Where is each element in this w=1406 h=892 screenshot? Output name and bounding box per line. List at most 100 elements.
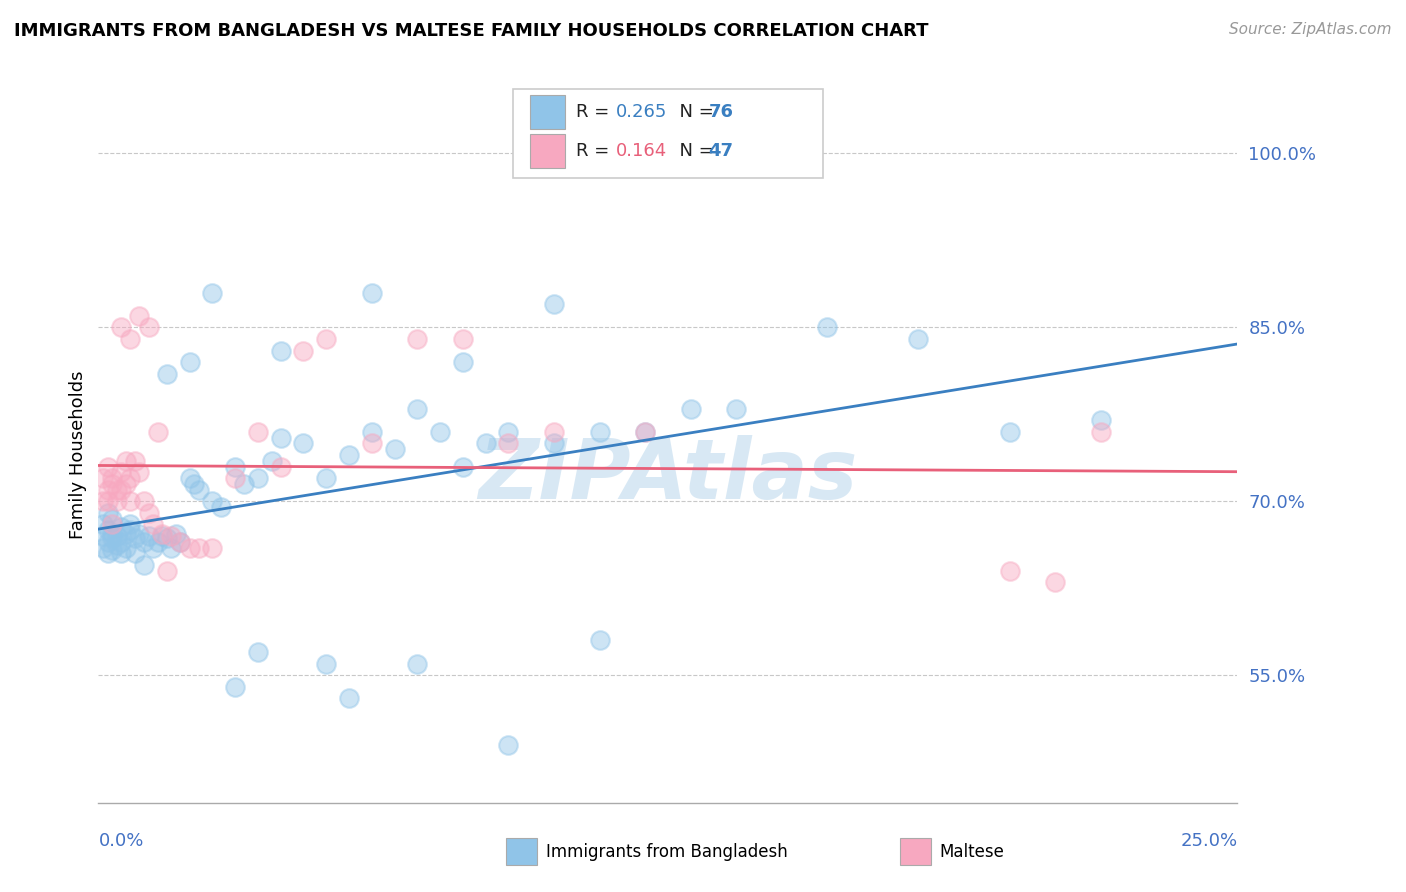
Point	[96, 506, 118, 520]
Point	[96, 534, 118, 549]
Point	[498, 738, 520, 752]
Point	[1043, 575, 1066, 590]
Point	[156, 564, 179, 578]
Point	[110, 546, 132, 560]
Point	[101, 526, 124, 541]
Point	[96, 494, 118, 508]
Point	[105, 483, 128, 497]
Text: N =: N =	[668, 103, 720, 121]
Point	[142, 541, 165, 555]
Point	[201, 541, 224, 555]
Text: R =: R =	[576, 142, 616, 160]
Point	[406, 401, 429, 416]
Point	[128, 309, 150, 323]
Point	[110, 534, 132, 549]
Point	[201, 285, 224, 300]
Point	[132, 534, 155, 549]
Point	[101, 471, 124, 485]
Point	[160, 529, 183, 543]
Point	[179, 355, 201, 369]
Point	[315, 332, 337, 346]
Point	[498, 436, 520, 450]
Point	[224, 680, 246, 694]
Point	[132, 494, 155, 508]
Point	[543, 297, 565, 311]
Point	[128, 526, 150, 541]
Point	[169, 534, 191, 549]
Point	[91, 541, 114, 555]
Point	[998, 425, 1021, 439]
Text: R =: R =	[576, 103, 616, 121]
Point	[138, 320, 160, 334]
Point	[142, 517, 165, 532]
Point	[337, 448, 360, 462]
Point	[124, 532, 146, 546]
Point	[101, 476, 124, 491]
Point	[156, 367, 179, 381]
Point	[246, 645, 269, 659]
Point	[360, 436, 382, 450]
Point	[150, 529, 173, 543]
Point	[124, 546, 146, 560]
Point	[101, 517, 124, 532]
Point	[110, 320, 132, 334]
Point	[183, 476, 205, 491]
Point	[270, 459, 292, 474]
Point	[91, 471, 114, 485]
Point	[138, 506, 160, 520]
Point	[110, 520, 132, 534]
Point	[634, 425, 657, 439]
Point	[101, 532, 124, 546]
Point	[337, 691, 360, 706]
Point	[96, 546, 118, 560]
Point	[169, 534, 191, 549]
Point	[224, 459, 246, 474]
Point	[146, 425, 169, 439]
Point	[907, 332, 929, 346]
Point	[179, 541, 201, 555]
Point	[201, 494, 224, 508]
Text: 25.0%: 25.0%	[1180, 831, 1237, 850]
Text: Immigrants from Bangladesh: Immigrants from Bangladesh	[546, 843, 787, 861]
Point	[315, 657, 337, 671]
Point	[165, 526, 187, 541]
Point	[187, 541, 209, 555]
Point	[179, 471, 201, 485]
Point	[114, 453, 136, 467]
Point	[1090, 425, 1112, 439]
Point	[120, 523, 142, 537]
Text: 0.0%: 0.0%	[98, 831, 143, 850]
Point	[114, 476, 136, 491]
Point	[110, 466, 132, 480]
Point	[101, 543, 124, 558]
Point	[998, 564, 1021, 578]
Text: N =: N =	[668, 142, 720, 160]
Point	[91, 517, 114, 532]
Point	[543, 425, 565, 439]
Point	[474, 436, 496, 450]
Point	[224, 471, 246, 485]
Point	[160, 541, 183, 555]
Point	[114, 541, 136, 555]
Point	[150, 526, 173, 541]
Point	[138, 529, 160, 543]
Text: ZIPAtlas: ZIPAtlas	[478, 435, 858, 516]
Text: 0.164: 0.164	[616, 142, 666, 160]
Point	[384, 442, 406, 457]
Point	[187, 483, 209, 497]
Point	[360, 285, 382, 300]
Point	[360, 425, 382, 439]
Text: Source: ZipAtlas.com: Source: ZipAtlas.com	[1229, 22, 1392, 37]
Point	[105, 529, 128, 543]
Point	[451, 459, 474, 474]
Point	[124, 453, 146, 467]
Point	[110, 483, 132, 497]
Point	[246, 425, 269, 439]
Point	[815, 320, 838, 334]
Point	[96, 483, 118, 497]
Point	[406, 332, 429, 346]
Point	[498, 425, 520, 439]
Point	[128, 466, 150, 480]
Point	[588, 425, 610, 439]
Point	[132, 558, 155, 573]
